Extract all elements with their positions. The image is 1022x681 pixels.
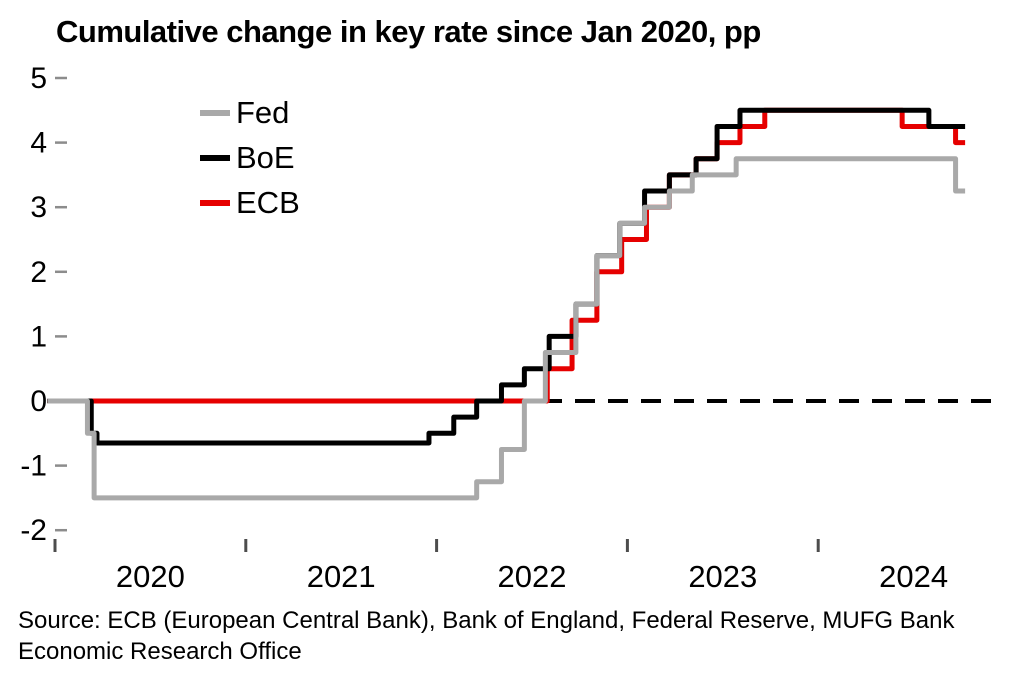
y-tick-label: -2	[20, 514, 47, 547]
ecb-line-swatch	[200, 199, 230, 206]
y-tick-label: 2	[30, 256, 47, 289]
legend-item-ecb: ECB	[200, 180, 300, 225]
x-tick-label: 2022	[498, 559, 567, 594]
y-tick-label: 3	[30, 191, 47, 224]
x-tick-label: 2020	[116, 559, 185, 594]
source-note: Source: ECB (European Central Bank), Ban…	[18, 607, 955, 665]
x-tick-label: 2023	[688, 559, 757, 594]
series-line-ecb	[47, 107, 966, 404]
legend-label-boe: BoE	[236, 139, 295, 175]
chart-title: Cumulative change in key rate since Jan …	[56, 14, 761, 49]
y-tick-label: 1	[30, 320, 47, 353]
legend-label-ecb: ECB	[236, 184, 300, 220]
legend-item-boe: BoE	[200, 135, 300, 180]
series-line-fed	[47, 156, 966, 501]
legend: Fed BoE ECB	[200, 90, 300, 225]
legend-label-fed: Fed	[236, 94, 290, 130]
y-tick-label: -1	[20, 450, 47, 483]
fed-line-swatch	[200, 109, 230, 116]
y-tick-label: 0	[30, 385, 47, 418]
x-tick-label: 2021	[307, 559, 376, 594]
y-tick-label: 5	[30, 62, 47, 95]
x-tick-label: 2024	[879, 559, 948, 594]
boe-line-swatch	[200, 154, 230, 161]
y-tick-label: 4	[30, 127, 47, 160]
plot-area: 5 4 3 2 1 0 -1 -2 2020 2021 2022 2023 2024	[20, 62, 1004, 594]
legend-item-fed: Fed	[200, 90, 300, 135]
